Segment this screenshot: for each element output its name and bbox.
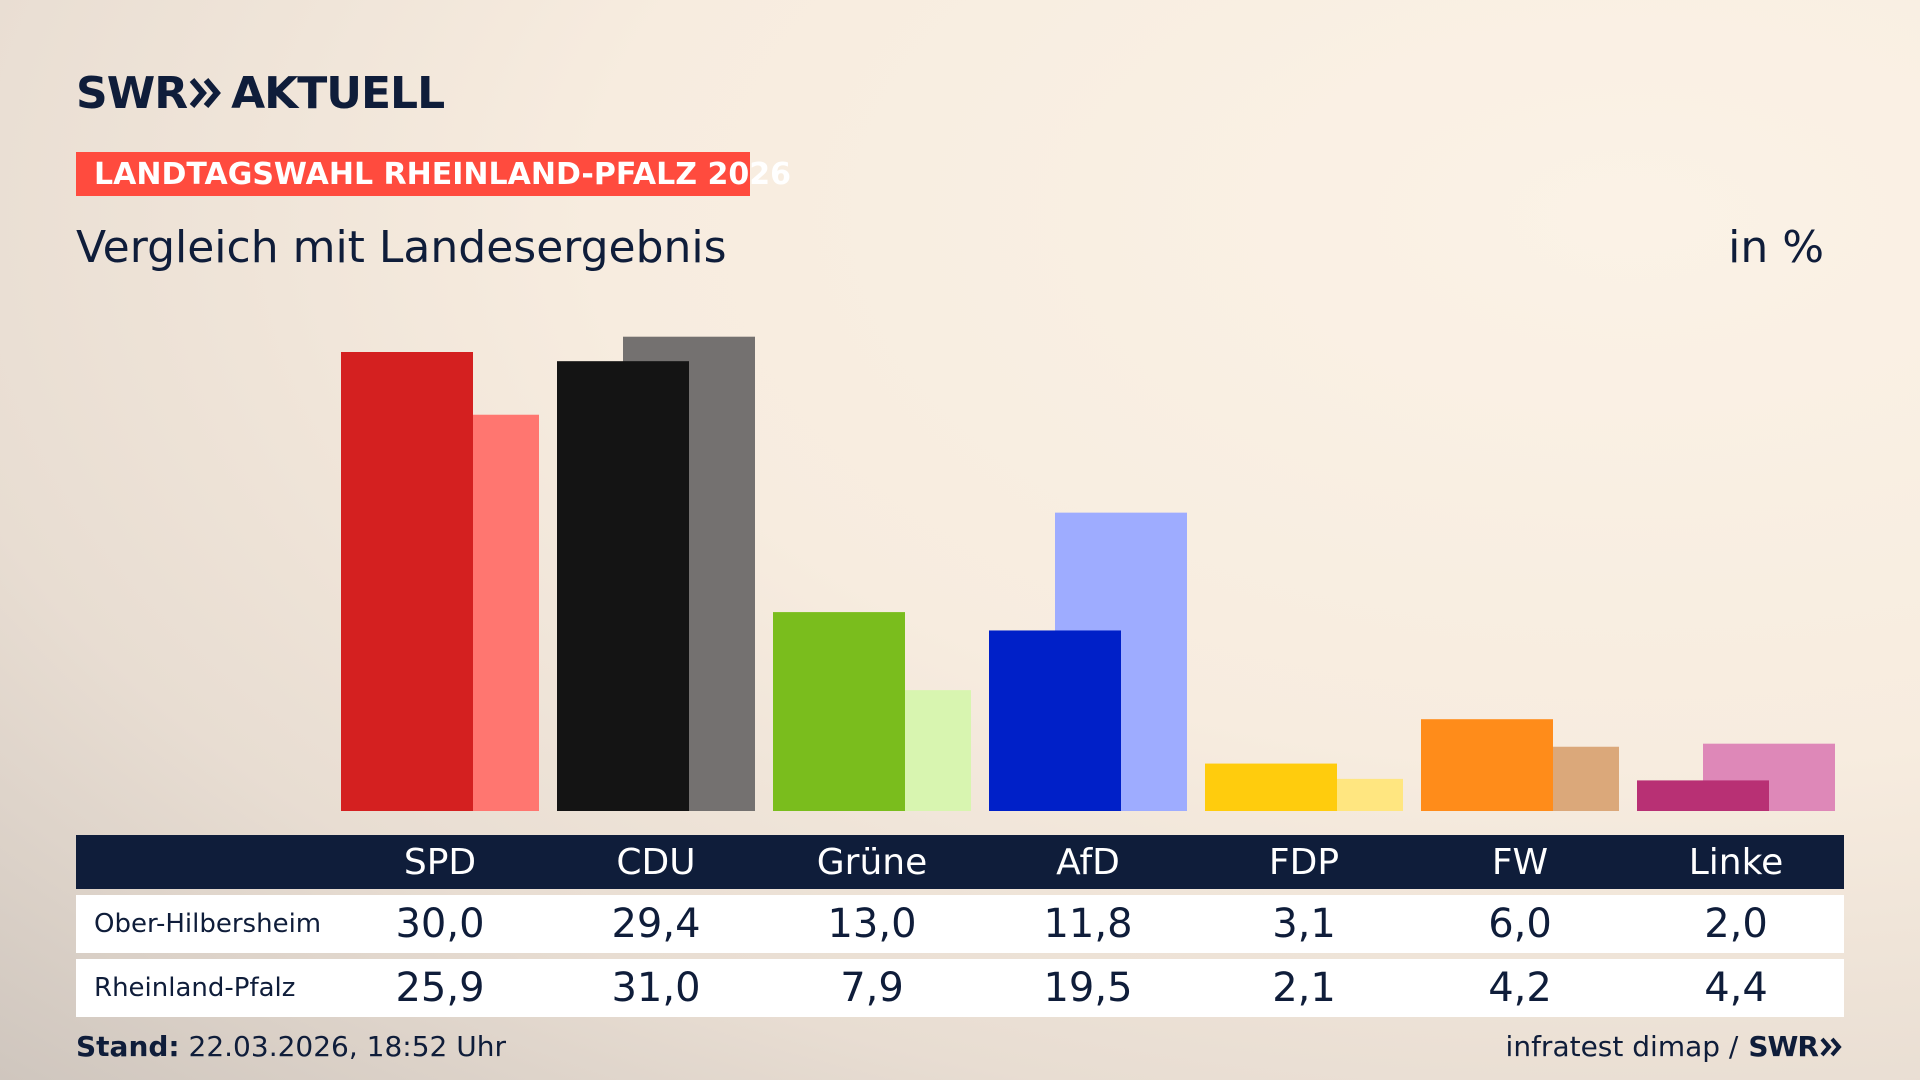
column-header-fdp: FDP xyxy=(1268,841,1340,883)
value-cell: 30,0 xyxy=(395,901,485,947)
value-cell: 2,0 xyxy=(1704,901,1768,947)
row-label: Rheinland-Pfalz xyxy=(94,973,296,1003)
value-cell: 4,4 xyxy=(1704,965,1768,1011)
value-cell: 4,2 xyxy=(1488,965,1552,1011)
row-label: Ober-Hilbersheim xyxy=(94,909,322,939)
value-cell: 29,4 xyxy=(611,901,701,947)
stand-label: Stand: xyxy=(76,1030,180,1063)
column-header-fw: FW xyxy=(1491,841,1549,883)
value-cell: 31,0 xyxy=(611,965,701,1011)
swr-aktuell-logo: SWR AKTUELL xyxy=(76,67,445,119)
bar-fdp-ober-hilbersheim xyxy=(1205,763,1337,811)
bar-cdu-ober-hilbersheim xyxy=(557,361,689,811)
source-text: infratest dimap / xyxy=(1505,1030,1739,1063)
value-cell: 13,0 xyxy=(827,901,917,947)
unit-label: in % xyxy=(1728,222,1824,273)
value-cell: 2,1 xyxy=(1272,965,1336,1011)
bar-fw-ober-hilbersheim xyxy=(1421,719,1553,811)
value-cell: 19,5 xyxy=(1043,965,1133,1011)
source-credit: infratest dimap / SWR xyxy=(1506,1030,1844,1063)
bar-linke-ober-hilbersheim xyxy=(1637,780,1769,811)
double-chevron-icon xyxy=(1820,1037,1842,1056)
bar-grüne-ober-hilbersheim xyxy=(773,612,905,811)
results-table: SPD CDU Grüne AfD FDP FW Linke Ober-Hilbershei… xyxy=(76,835,1844,1017)
table-row: Rheinland-Pfalz 25,9 31,0 7,9 19,5 2,1 4,2 4,4 xyxy=(76,959,1844,1017)
table-row: Ober-Hilbersheim 30,0 29,4 13,0 11,8 3,1 6,0 2… xyxy=(76,895,1844,953)
column-header-grüne: Grüne xyxy=(816,841,928,883)
column-header-spd: SPD xyxy=(403,841,477,883)
bar-afd-ober-hilbersheim xyxy=(989,630,1121,811)
value-cell: 3,1 xyxy=(1272,901,1336,947)
column-header-cdu: CDU xyxy=(616,841,696,883)
bar-spd-ober-hilbersheim xyxy=(341,352,473,811)
column-header-linke: Linke xyxy=(1688,841,1784,883)
logo-swr-text: SWR xyxy=(76,67,188,119)
double-chevron-icon xyxy=(189,78,222,108)
election-badge: LANDTAGSWAHL RHEINLAND-PFALZ 2026 xyxy=(76,152,791,196)
column-header-afd: AfD xyxy=(1056,841,1120,883)
value-cell: 6,0 xyxy=(1488,901,1552,947)
source-swr-logo: SWR xyxy=(1748,1030,1819,1063)
value-cell: 11,8 xyxy=(1043,901,1133,947)
value-cell: 25,9 xyxy=(395,965,485,1011)
table-header: SPD CDU Grüne AfD FDP FW Linke xyxy=(76,835,1844,889)
chart-subtitle: Vergleich mit Landesergebnis xyxy=(76,222,727,273)
timestamp: Stand: 22.03.2026, 18:52 Uhr xyxy=(76,1030,506,1063)
stand-value: 22.03.2026, 18:52 Uhr xyxy=(188,1030,506,1063)
logo-aktuell-text: AKTUELL xyxy=(231,67,445,119)
value-cell: 7,9 xyxy=(840,965,904,1011)
